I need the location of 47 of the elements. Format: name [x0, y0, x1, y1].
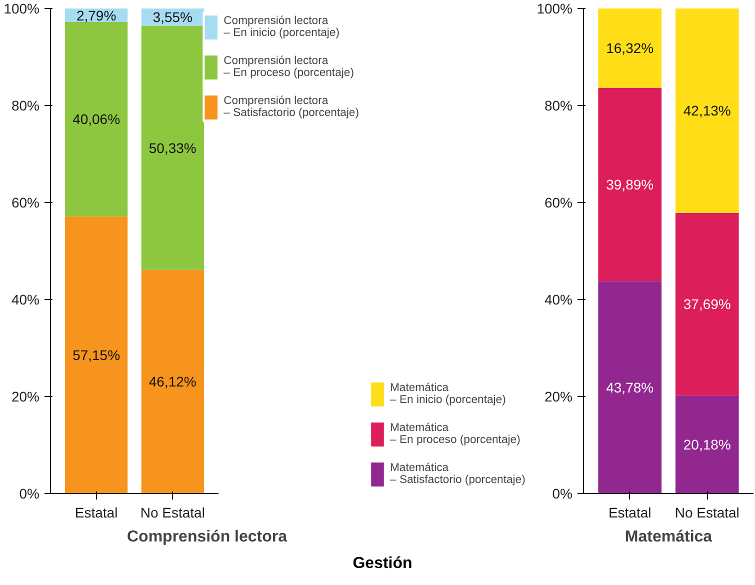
bar — [675, 8, 739, 213]
bar — [65, 216, 128, 494]
legend-label: Comprensión lectora – En proceso (porcentaje) — [224, 54, 354, 81]
y-tick-label: 40% — [544, 292, 573, 308]
y-tick-label: 60% — [544, 194, 573, 210]
y-tick-label: 0% — [552, 486, 572, 502]
data-label: 43,78% — [606, 379, 654, 396]
text: Gestión — [352, 554, 412, 574]
y-tick-label: 80% — [544, 98, 573, 114]
bar — [675, 212, 739, 396]
x-tick-label: Estatal — [608, 504, 652, 520]
bar — [65, 22, 128, 216]
bar — [598, 8, 662, 88]
data-label: 16,32% — [606, 40, 654, 56]
data-label: 40,06% — [72, 111, 120, 128]
bar — [675, 396, 739, 494]
data-label: 50,33% — [148, 140, 196, 156]
x-tick-label: No Estatal — [674, 504, 740, 520]
legend-label: Matemática – En inicio (porcentaje) — [390, 381, 506, 408]
bar — [141, 270, 204, 494]
bar — [141, 26, 204, 270]
data-label: 57,15% — [72, 346, 120, 363]
data-label: 46,12% — [148, 374, 196, 390]
bar — [598, 88, 662, 282]
legend-label: Comprensión lectora – Satisfactorio (porcentaje) — [224, 94, 359, 121]
x-tick-label: No Estatal — [140, 504, 205, 520]
y-tick-label: 20% — [11, 388, 40, 404]
data-label: 2,79% — [76, 7, 116, 24]
x-tick-label: Estatal — [74, 504, 118, 520]
x-axis-title: Comprensión lectora — [126, 528, 288, 546]
data-label: 39,89% — [606, 176, 654, 192]
legend-label: Matemática – Satisfactorio (porcentaje) — [390, 461, 526, 488]
data-label: 20,18% — [683, 436, 731, 453]
bar — [598, 281, 662, 494]
x-axis-title: Matemática — [624, 528, 712, 546]
y-tick-label: 80% — [11, 98, 40, 114]
y-tick-label: 60% — [11, 194, 40, 210]
y-tick-label: 40% — [11, 292, 40, 308]
y-tick-label: 100% — [4, 0, 40, 16]
legend-label: Matemática – En proceso (porcentaje) — [390, 421, 520, 448]
legend-label: Comprensión lectora – En inicio (porcentaje) — [224, 14, 340, 41]
y-tick-label: 0% — [19, 486, 40, 502]
data-label: 42,13% — [683, 102, 731, 119]
data-label: 37,69% — [683, 296, 731, 312]
y-tick-label: 100% — [536, 0, 573, 16]
data-label: 3,55% — [152, 9, 192, 26]
y-tick-label: 20% — [544, 388, 573, 404]
